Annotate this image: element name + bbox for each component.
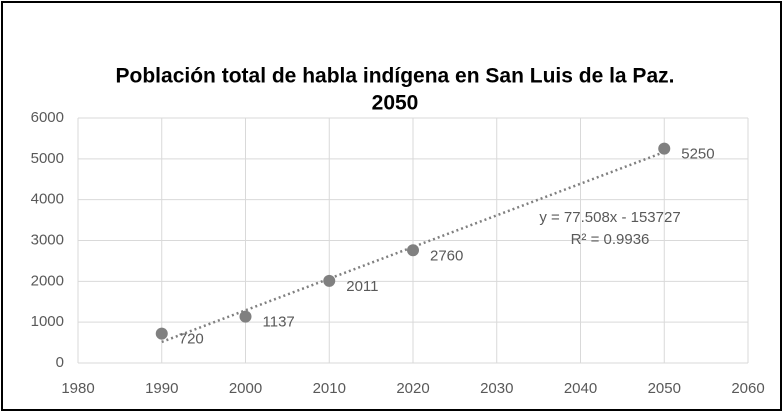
x-tick-label: 2040	[564, 380, 597, 397]
trendline-r2: R² = 0.9936	[571, 231, 650, 248]
x-tick-label: 2050	[648, 380, 681, 397]
y-tick-label: 6000	[31, 109, 64, 126]
x-tick-label: 2000	[229, 380, 262, 397]
y-tick-label: 0	[56, 354, 64, 371]
x-tick-label: 2060	[731, 380, 764, 397]
x-tick-label: 2010	[313, 380, 346, 397]
y-tick-label: 1000	[31, 313, 64, 330]
x-tick-label: 1990	[145, 380, 178, 397]
chart-title: Población total de habla indígena en San…	[116, 65, 675, 88]
data-label: 1137	[263, 314, 295, 331]
trendline-equation: y = 77.508x - 153727	[539, 209, 680, 226]
y-tick-label: 4000	[31, 191, 64, 208]
chart-title: 2050	[372, 92, 419, 115]
point	[239, 310, 252, 323]
y-tick-label: 5000	[31, 150, 64, 167]
x-tick-label: 2030	[480, 380, 513, 397]
data-label: 2760	[430, 247, 463, 264]
point	[323, 274, 336, 287]
x-tick-label: 1980	[61, 380, 94, 397]
point	[407, 244, 419, 257]
data-label: 2011	[346, 278, 378, 295]
x-tick-label: 2020	[396, 380, 429, 397]
data-label: 5250	[681, 146, 714, 163]
point	[658, 142, 671, 155]
y-tick-label: 3000	[31, 231, 64, 248]
y-tick-label: 2000	[31, 272, 64, 289]
point	[155, 327, 168, 340]
data-label: 720	[179, 331, 204, 348]
